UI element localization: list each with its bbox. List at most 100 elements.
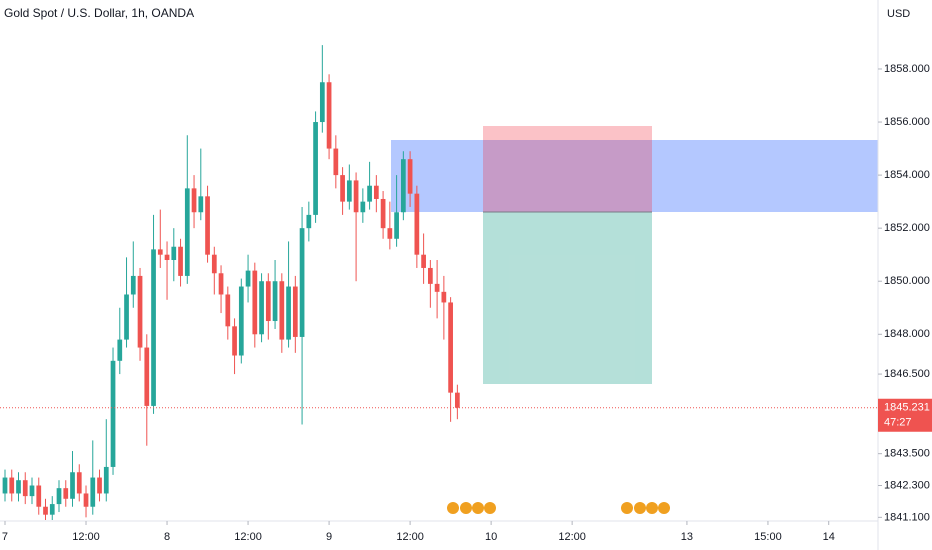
y-tick-label: 1842.300: [884, 479, 930, 491]
candle-body: [36, 485, 42, 507]
candle-body: [63, 488, 69, 499]
event-icon: [447, 502, 459, 514]
candle-body: [299, 228, 305, 337]
event-icon: [472, 502, 484, 514]
candle-body: [313, 122, 318, 215]
candle-body: [117, 339, 123, 361]
candle-body: [414, 193, 420, 255]
y-tick-label: 1852.000: [884, 222, 930, 234]
last-price-label: 1845.231: [884, 402, 930, 414]
candle-body: [151, 249, 156, 406]
candle-body: [340, 175, 345, 202]
candle-body: [225, 294, 231, 327]
candle-body: [326, 82, 332, 149]
candle-body: [373, 185, 379, 199]
x-tick-label: 12:00: [558, 531, 586, 543]
candle-body: [211, 254, 217, 274]
candle-body: [252, 270, 258, 335]
candle-body: [171, 246, 177, 260]
chart-title: Gold Spot / U.S. Dollar, 1h, OANDA: [4, 6, 194, 20]
candle-body: [394, 212, 399, 239]
candle-body: [286, 286, 291, 340]
candle-body: [2, 477, 8, 494]
zone-rectangle: [391, 140, 878, 212]
candle-body: [144, 347, 150, 406]
candle-body: [76, 472, 82, 494]
candle-body: [427, 267, 433, 284]
candle-body: [333, 148, 339, 176]
stop-area: [483, 126, 652, 212]
candle-body: [218, 273, 224, 295]
candle-body: [353, 180, 359, 213]
x-tick-label: 12:00: [72, 531, 100, 543]
candle-body: [380, 198, 386, 229]
candle-body: [205, 196, 210, 255]
x-tick-label: 10: [485, 531, 497, 543]
candle-body: [97, 477, 102, 494]
candle-body: [367, 185, 372, 202]
candle-body: [346, 180, 352, 202]
candle-body: [83, 493, 89, 507]
y-tick-label: 1850.000: [884, 275, 930, 287]
candle-body: [448, 302, 453, 393]
candle-body: [306, 214, 312, 229]
event-icon: [658, 502, 670, 514]
candle-body: [157, 249, 163, 255]
candle-body: [421, 254, 426, 268]
candle-body: [164, 254, 170, 260]
candle-body: [265, 281, 271, 322]
candle-body: [70, 472, 75, 499]
y-tick-label: 1854.000: [884, 169, 930, 181]
last-price-box: [878, 398, 932, 432]
event-icons: [447, 502, 670, 514]
position-tool: [391, 126, 878, 384]
y-tick-label: 1843.500: [884, 448, 930, 460]
candle-body: [16, 480, 21, 494]
event-icon: [484, 502, 496, 514]
candle-body: [387, 228, 393, 239]
candle-body: [407, 159, 413, 194]
candle-body: [29, 485, 35, 497]
candle-body: [441, 291, 447, 303]
candle-body: [400, 159, 406, 213]
event-icon: [634, 502, 646, 514]
candle-body: [130, 275, 136, 295]
candle-body: [43, 506, 48, 515]
y-tick-label: 1858.000: [884, 63, 930, 75]
x-tick-label: 7: [2, 531, 8, 543]
y-tick-label: 1848.000: [884, 328, 930, 340]
y-tick-label: 1841.100: [884, 511, 930, 523]
candle-body: [124, 294, 129, 340]
target-area: [483, 212, 652, 384]
candle-body: [110, 360, 116, 467]
x-tick-label: 8: [164, 531, 170, 543]
candle-body: [319, 82, 325, 123]
candle-body: [191, 188, 197, 213]
y-tick-label: 1846.500: [884, 368, 930, 380]
candle-body: [198, 196, 204, 213]
candle-body: [272, 281, 278, 322]
candle-body: [184, 188, 190, 276]
x-tick-label: 14: [823, 531, 835, 543]
candle-body: [292, 286, 298, 337]
candle-body: [56, 488, 62, 505]
candle-body: [49, 504, 55, 515]
x-tick-label: 12:00: [396, 531, 424, 543]
x-tick-label: 9: [326, 531, 332, 543]
candle-body: [279, 281, 285, 340]
candle-body: [245, 270, 251, 287]
candle-body: [232, 326, 237, 356]
candle-body: [137, 275, 143, 348]
y-tick-label: 1856.000: [884, 116, 930, 128]
candle-body: [178, 246, 183, 276]
candle-body: [238, 286, 244, 356]
candle-body: [360, 201, 366, 213]
candle-body: [90, 477, 96, 507]
event-icon: [621, 502, 633, 514]
event-icon: [460, 502, 472, 514]
candle-body: [455, 392, 460, 408]
candle-body: [103, 466, 109, 494]
x-tick-label: 15:00: [754, 531, 782, 543]
candle-body: [259, 281, 264, 335]
